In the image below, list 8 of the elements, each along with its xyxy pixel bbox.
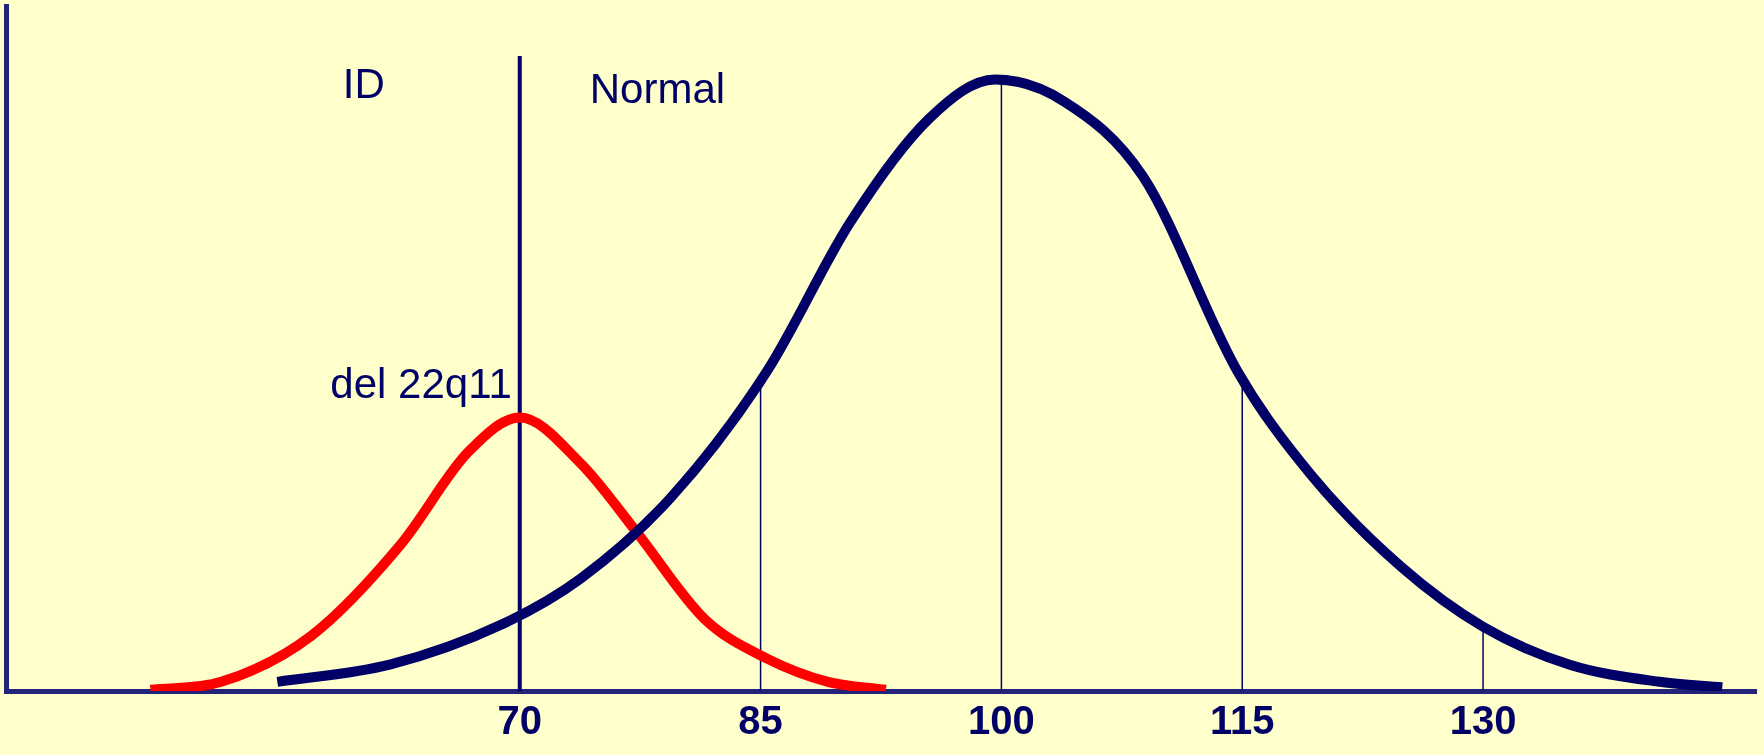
x-tick-label: 70: [497, 698, 543, 743]
annotation: ID: [342, 59, 385, 107]
x-tick-label: 130: [1449, 698, 1517, 743]
x-tick-label: 100: [968, 698, 1035, 743]
annotation: del 22q11: [330, 360, 512, 408]
annotation: Normal: [589, 64, 726, 112]
x-tick-label: 115: [1209, 698, 1275, 743]
x-tick-label: 85: [738, 698, 783, 743]
